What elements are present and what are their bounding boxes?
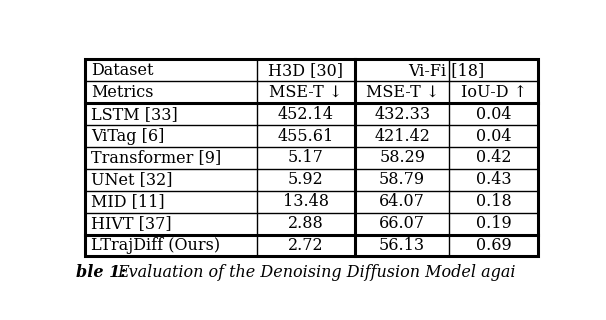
Text: LTrajDiff (Ours): LTrajDiff (Ours) — [91, 237, 220, 254]
Text: 5.17: 5.17 — [288, 149, 324, 166]
Text: Vi-Fi [18]: Vi-Fi [18] — [408, 62, 485, 79]
Text: 5.92: 5.92 — [288, 171, 324, 188]
Text: 0.19: 0.19 — [476, 215, 511, 232]
Text: 455.61: 455.61 — [278, 127, 334, 145]
Text: Evaluation of the Denoising Diffusion Model agai: Evaluation of the Denoising Diffusion Mo… — [117, 264, 516, 281]
Text: IoU-D ↑: IoU-D ↑ — [461, 84, 527, 101]
Text: MSE-T ↓: MSE-T ↓ — [365, 84, 439, 101]
Text: ble 1:: ble 1: — [76, 264, 132, 281]
Text: 58.79: 58.79 — [379, 171, 425, 188]
Text: Metrics: Metrics — [91, 84, 153, 101]
Text: 66.07: 66.07 — [379, 215, 425, 232]
Text: 13.48: 13.48 — [283, 193, 329, 210]
Text: 421.42: 421.42 — [375, 127, 430, 145]
Text: HIVT [37]: HIVT [37] — [91, 215, 171, 232]
Text: 0.04: 0.04 — [476, 106, 511, 123]
Text: ViTag [6]: ViTag [6] — [91, 127, 164, 145]
Text: 0.43: 0.43 — [476, 171, 511, 188]
Text: H3D [30]: H3D [30] — [268, 62, 344, 79]
Text: UNet [32]: UNet [32] — [91, 171, 172, 188]
Text: 56.13: 56.13 — [379, 237, 425, 254]
Text: 0.04: 0.04 — [476, 127, 511, 145]
Text: 2.88: 2.88 — [288, 215, 324, 232]
Text: MID [11]: MID [11] — [91, 193, 164, 210]
Text: 64.07: 64.07 — [379, 193, 425, 210]
Text: 2.72: 2.72 — [288, 237, 324, 254]
Text: 0.42: 0.42 — [476, 149, 511, 166]
Text: 0.18: 0.18 — [476, 193, 511, 210]
Text: Transformer [9]: Transformer [9] — [91, 149, 221, 166]
Text: 0.69: 0.69 — [476, 237, 511, 254]
Text: 452.14: 452.14 — [278, 106, 334, 123]
Text: MSE-T ↓: MSE-T ↓ — [269, 84, 342, 101]
Text: LSTM [33]: LSTM [33] — [91, 106, 178, 123]
Text: 432.33: 432.33 — [374, 106, 430, 123]
Text: Dataset: Dataset — [91, 62, 153, 79]
Text: 58.29: 58.29 — [379, 149, 425, 166]
